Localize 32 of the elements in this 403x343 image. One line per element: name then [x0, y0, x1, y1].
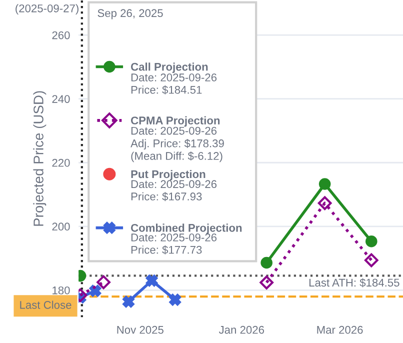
point [364, 253, 378, 268]
y-axis-title: Projected Price (USD) [33, 91, 46, 226]
ref-line-label: (2025-09-27) [16, 4, 78, 15]
annotation: Date: 2025-09-26 Price: $184.51 [131, 74, 217, 94]
y-tick-label: 180 [52, 286, 70, 294]
legend-label: Put Projection [131, 170, 206, 180]
point [89, 284, 102, 297]
point [96, 275, 110, 290]
point [260, 256, 272, 269]
y-tick-label: 260 [52, 31, 70, 40]
annotation: Date: 2025-09-26 Adj. Price: $178.39 (Mean Diff: $-6.12) [130, 126, 224, 162]
point [146, 274, 158, 287]
annotation: Date: 2025-09-26 Price: $177.73 [131, 234, 217, 254]
point [260, 276, 274, 290]
ref-line-label: Last ATH: $184.55 [309, 278, 400, 288]
legend-label: Call Projection [130, 62, 208, 73]
annotation: Date: 2025-09-26 Price: $167.93 [131, 180, 217, 202]
x-tick-label: Mar 2026 [317, 326, 363, 334]
y-tick-label: 220 [52, 158, 70, 167]
legend-title: Sep 26, 2025 [98, 9, 163, 20]
point [318, 196, 332, 210]
x-tick-label: Jan 2026 [218, 326, 264, 334]
y-tick-label: 200 [52, 222, 70, 231]
x-tick-label: Nov 2025 [117, 326, 164, 334]
point [318, 178, 331, 190]
y-tick-label: 240 [52, 95, 70, 103]
point [169, 294, 181, 306]
point [122, 296, 134, 308]
legend-label: Combined Projection [130, 224, 242, 234]
legend-label: CPMA Projection [130, 116, 220, 127]
point [365, 235, 378, 248]
ref-line-label: Last Close [20, 300, 72, 309]
